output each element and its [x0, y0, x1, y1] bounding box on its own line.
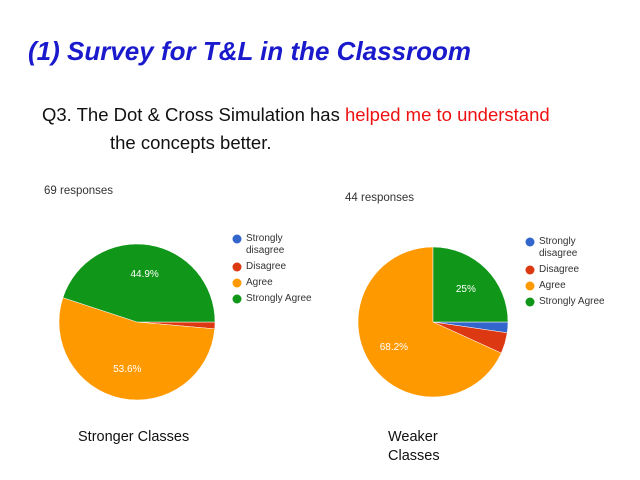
- slice-label: 68.2%: [380, 342, 408, 353]
- pie-slice: [62, 243, 216, 323]
- question-start: Q3. The Dot & Cross Simulation has: [42, 104, 345, 125]
- question-line: Q3. The Dot & Cross Simulation has helpe…: [42, 104, 550, 126]
- pie-slice: [357, 246, 502, 398]
- pie-slice: [58, 297, 215, 401]
- response-count: 44 responses: [345, 192, 415, 204]
- legend-label: Strongly Agree: [246, 293, 312, 304]
- legend-label: Strongly Agree: [539, 296, 605, 307]
- question-highlight: helped me to understand: [344, 104, 550, 125]
- legend-marker: [525, 281, 535, 291]
- legend-marker: [232, 278, 242, 288]
- pie-slice: [432, 246, 509, 323]
- chart-caption: Weaker Classes: [388, 429, 440, 464]
- question-end: the concepts better.: [110, 132, 272, 153]
- legend-label: Disagree: [539, 264, 580, 275]
- slide-title: (1) Survey for T&L in the Classroom: [28, 36, 472, 66]
- legend-label: Agree: [539, 280, 566, 291]
- legend-label: Strongly disagree: [246, 233, 285, 256]
- legend-marker: [525, 297, 535, 307]
- slice-label: 25%: [456, 284, 476, 295]
- legend-label: Strongly disagree: [539, 236, 578, 259]
- legend-label: Agree: [246, 277, 273, 288]
- legend-marker: [232, 262, 242, 272]
- legend-marker: [525, 237, 535, 247]
- legend-marker: [232, 294, 242, 304]
- legend-marker: [525, 265, 535, 275]
- slice-label: 44.9%: [130, 269, 158, 280]
- response-count: 69 responses: [44, 185, 114, 197]
- chart-caption: Stronger Classes: [78, 429, 190, 445]
- legend-label: Disagree: [246, 261, 287, 272]
- slice-label: 53.6%: [113, 364, 141, 375]
- legend-marker: [232, 234, 242, 244]
